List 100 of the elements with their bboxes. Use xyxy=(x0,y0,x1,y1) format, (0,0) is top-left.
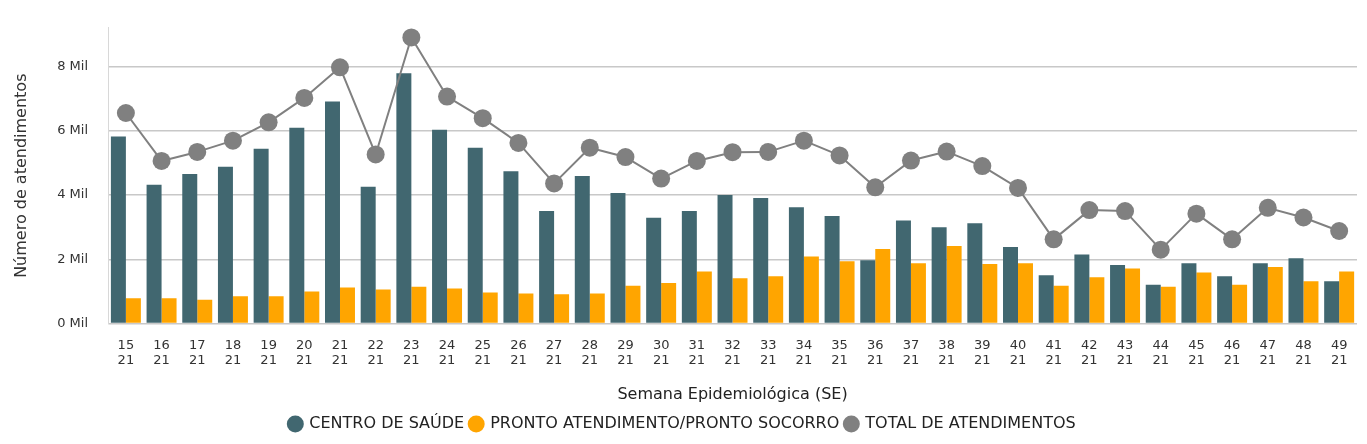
bar xyxy=(1303,281,1319,323)
x-tick-label: 30 21 xyxy=(652,336,670,368)
bar xyxy=(1125,268,1141,323)
bar xyxy=(646,217,662,323)
x-tick-label: 18 21 xyxy=(224,336,242,368)
bar xyxy=(539,211,555,323)
y-tick-label: 4 Mil xyxy=(57,186,89,202)
bar xyxy=(625,285,641,323)
bar xyxy=(574,176,590,323)
bar xyxy=(946,246,962,323)
bar xyxy=(610,193,626,323)
bar xyxy=(895,220,911,323)
point xyxy=(1223,230,1242,249)
x-tick-label: 44 21 xyxy=(1152,336,1170,368)
x-tick-label: 36 21 xyxy=(866,336,884,368)
point xyxy=(1116,202,1135,221)
point xyxy=(1294,208,1313,227)
x-tick-label: 47 21 xyxy=(1259,336,1277,368)
y-tick-label: 8 Mil xyxy=(57,57,89,73)
x-tick-label: 41 21 xyxy=(1045,336,1062,368)
x-tick-label: 40 21 xyxy=(1009,336,1027,368)
point xyxy=(723,143,742,162)
x-axis-title: Semana Epidemiológica (SE) xyxy=(617,383,848,403)
bar xyxy=(146,184,162,323)
bar xyxy=(681,211,697,323)
bar xyxy=(432,129,448,323)
bar xyxy=(1053,285,1069,323)
x-tick-label: 33 21 xyxy=(759,336,777,368)
x-tick-label: 37 21 xyxy=(902,336,920,368)
x-tick-label: 15 21 xyxy=(117,336,135,368)
x-tick-label: 22 21 xyxy=(367,336,384,368)
bar xyxy=(217,166,233,323)
y-axis-title: Número de atendimentos xyxy=(10,73,30,278)
bar xyxy=(289,127,305,323)
bar xyxy=(125,298,141,323)
bar xyxy=(232,296,248,323)
x-tick-label: 32 21 xyxy=(724,336,741,368)
bar xyxy=(339,287,355,323)
x-tick-label: 34 21 xyxy=(795,336,813,368)
point xyxy=(330,58,349,77)
x-tick-label: 23 21 xyxy=(403,336,420,368)
point xyxy=(1080,201,1099,220)
x-tick-label: 20 21 xyxy=(296,336,313,368)
bar xyxy=(717,194,733,323)
bar xyxy=(732,278,748,323)
bar xyxy=(411,286,427,323)
bar xyxy=(1089,277,1105,323)
bar xyxy=(1252,263,1268,323)
point xyxy=(438,87,457,106)
bar xyxy=(518,293,534,323)
point xyxy=(794,131,813,150)
x-tick-label: 27 21 xyxy=(545,336,563,368)
bar xyxy=(1038,275,1054,323)
legend-label: TOTAL DE ATENDIMENTOS xyxy=(864,413,1076,433)
x-tick-label: 45 21 xyxy=(1188,336,1205,368)
x-tick-label: 28 21 xyxy=(581,336,599,368)
bar xyxy=(396,73,412,323)
legend-label: PRONTO ATENDIMENTO/PRONTO SOCORRO xyxy=(490,413,840,433)
bar xyxy=(1217,276,1233,323)
point xyxy=(1187,204,1206,223)
point xyxy=(223,131,242,150)
point xyxy=(1009,178,1027,197)
bar xyxy=(253,148,269,323)
x-tick-label: 31 21 xyxy=(688,336,706,368)
bar xyxy=(1324,281,1340,323)
bar xyxy=(768,276,784,323)
bar xyxy=(931,227,947,323)
point xyxy=(580,138,599,157)
point xyxy=(652,169,671,188)
x-tick-label: 46 21 xyxy=(1223,336,1241,368)
bar xyxy=(161,298,177,323)
point xyxy=(1151,240,1170,259)
bar xyxy=(967,223,983,323)
bar xyxy=(753,197,769,323)
point xyxy=(545,174,564,193)
y-tick-label: 0 Mil xyxy=(57,314,89,330)
bar xyxy=(360,186,376,323)
bar xyxy=(1018,263,1033,323)
legend-label: CENTRO DE SAÚDE xyxy=(309,413,465,433)
point xyxy=(866,178,885,197)
bar xyxy=(1339,271,1355,323)
x-tick-label: 26 21 xyxy=(510,336,527,368)
bar xyxy=(875,249,891,323)
bar xyxy=(982,264,998,323)
point xyxy=(1044,230,1063,249)
point xyxy=(366,145,385,164)
bar xyxy=(197,299,213,323)
bar xyxy=(1074,254,1090,323)
bar xyxy=(110,136,126,323)
bar xyxy=(467,147,483,323)
bar xyxy=(860,260,876,323)
bar xyxy=(1110,265,1126,323)
point xyxy=(759,142,778,161)
point xyxy=(687,151,706,170)
point xyxy=(830,146,849,165)
point xyxy=(259,113,278,132)
point xyxy=(295,88,314,107)
bar xyxy=(1232,284,1248,323)
bar xyxy=(1145,284,1161,323)
bar xyxy=(661,283,677,323)
